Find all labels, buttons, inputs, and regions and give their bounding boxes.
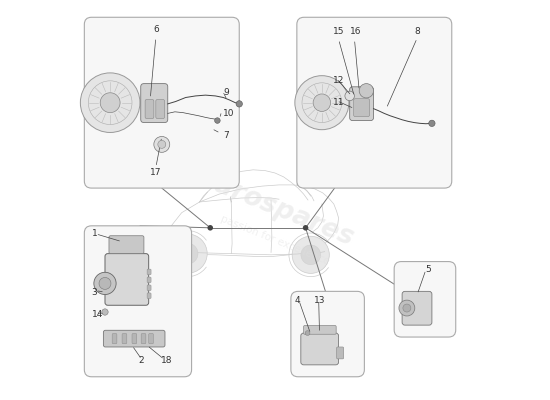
FancyBboxPatch shape <box>147 285 151 290</box>
Text: 9: 9 <box>223 88 229 97</box>
FancyBboxPatch shape <box>148 334 153 344</box>
FancyBboxPatch shape <box>354 99 370 116</box>
FancyBboxPatch shape <box>304 326 336 334</box>
FancyBboxPatch shape <box>84 17 239 188</box>
Text: 18: 18 <box>161 356 173 365</box>
FancyBboxPatch shape <box>291 291 365 377</box>
Text: 12: 12 <box>333 76 344 85</box>
FancyBboxPatch shape <box>112 334 117 344</box>
FancyBboxPatch shape <box>147 269 151 275</box>
Text: 7: 7 <box>223 131 229 140</box>
FancyBboxPatch shape <box>301 333 339 365</box>
FancyBboxPatch shape <box>122 334 127 344</box>
FancyBboxPatch shape <box>141 84 168 122</box>
Text: passion for excellence: passion for excellence <box>219 213 331 266</box>
FancyBboxPatch shape <box>394 262 456 337</box>
FancyBboxPatch shape <box>132 334 137 344</box>
FancyBboxPatch shape <box>147 293 151 298</box>
FancyBboxPatch shape <box>109 236 144 254</box>
Circle shape <box>403 304 411 312</box>
FancyBboxPatch shape <box>297 17 452 188</box>
Text: 14: 14 <box>91 310 103 318</box>
Text: 1: 1 <box>91 229 97 238</box>
Circle shape <box>80 73 140 132</box>
FancyBboxPatch shape <box>402 291 432 325</box>
Circle shape <box>429 120 435 126</box>
Text: 6: 6 <box>154 25 160 34</box>
Circle shape <box>359 84 373 98</box>
Circle shape <box>303 225 309 230</box>
Circle shape <box>301 245 321 265</box>
Text: 3: 3 <box>91 288 97 297</box>
Text: 4: 4 <box>294 296 300 305</box>
Circle shape <box>177 243 198 264</box>
FancyBboxPatch shape <box>350 87 373 120</box>
Text: 2: 2 <box>138 356 144 365</box>
Circle shape <box>292 236 329 273</box>
Text: 16: 16 <box>350 28 361 36</box>
FancyBboxPatch shape <box>156 100 164 118</box>
FancyBboxPatch shape <box>141 334 146 344</box>
Circle shape <box>168 234 207 273</box>
Circle shape <box>154 136 170 152</box>
Circle shape <box>313 94 331 112</box>
FancyBboxPatch shape <box>145 100 154 118</box>
Circle shape <box>345 91 354 101</box>
Circle shape <box>399 300 415 316</box>
Circle shape <box>94 272 116 294</box>
Circle shape <box>102 309 108 315</box>
Text: 8: 8 <box>415 28 421 36</box>
Text: 13: 13 <box>314 296 326 305</box>
Circle shape <box>100 93 120 113</box>
Circle shape <box>207 225 213 230</box>
FancyBboxPatch shape <box>84 226 191 377</box>
Circle shape <box>214 118 220 123</box>
Circle shape <box>295 76 349 130</box>
FancyBboxPatch shape <box>103 330 165 347</box>
Text: 10: 10 <box>223 109 235 118</box>
Circle shape <box>158 140 166 148</box>
Circle shape <box>236 101 243 107</box>
Circle shape <box>99 278 111 289</box>
Text: 17: 17 <box>150 168 161 177</box>
Circle shape <box>305 331 310 336</box>
FancyBboxPatch shape <box>147 277 151 283</box>
Text: 11: 11 <box>333 98 344 107</box>
Text: 5: 5 <box>425 265 431 274</box>
FancyBboxPatch shape <box>337 347 344 359</box>
Text: eurospares: eurospares <box>193 165 357 251</box>
Text: 15: 15 <box>333 28 344 36</box>
FancyBboxPatch shape <box>105 254 148 305</box>
